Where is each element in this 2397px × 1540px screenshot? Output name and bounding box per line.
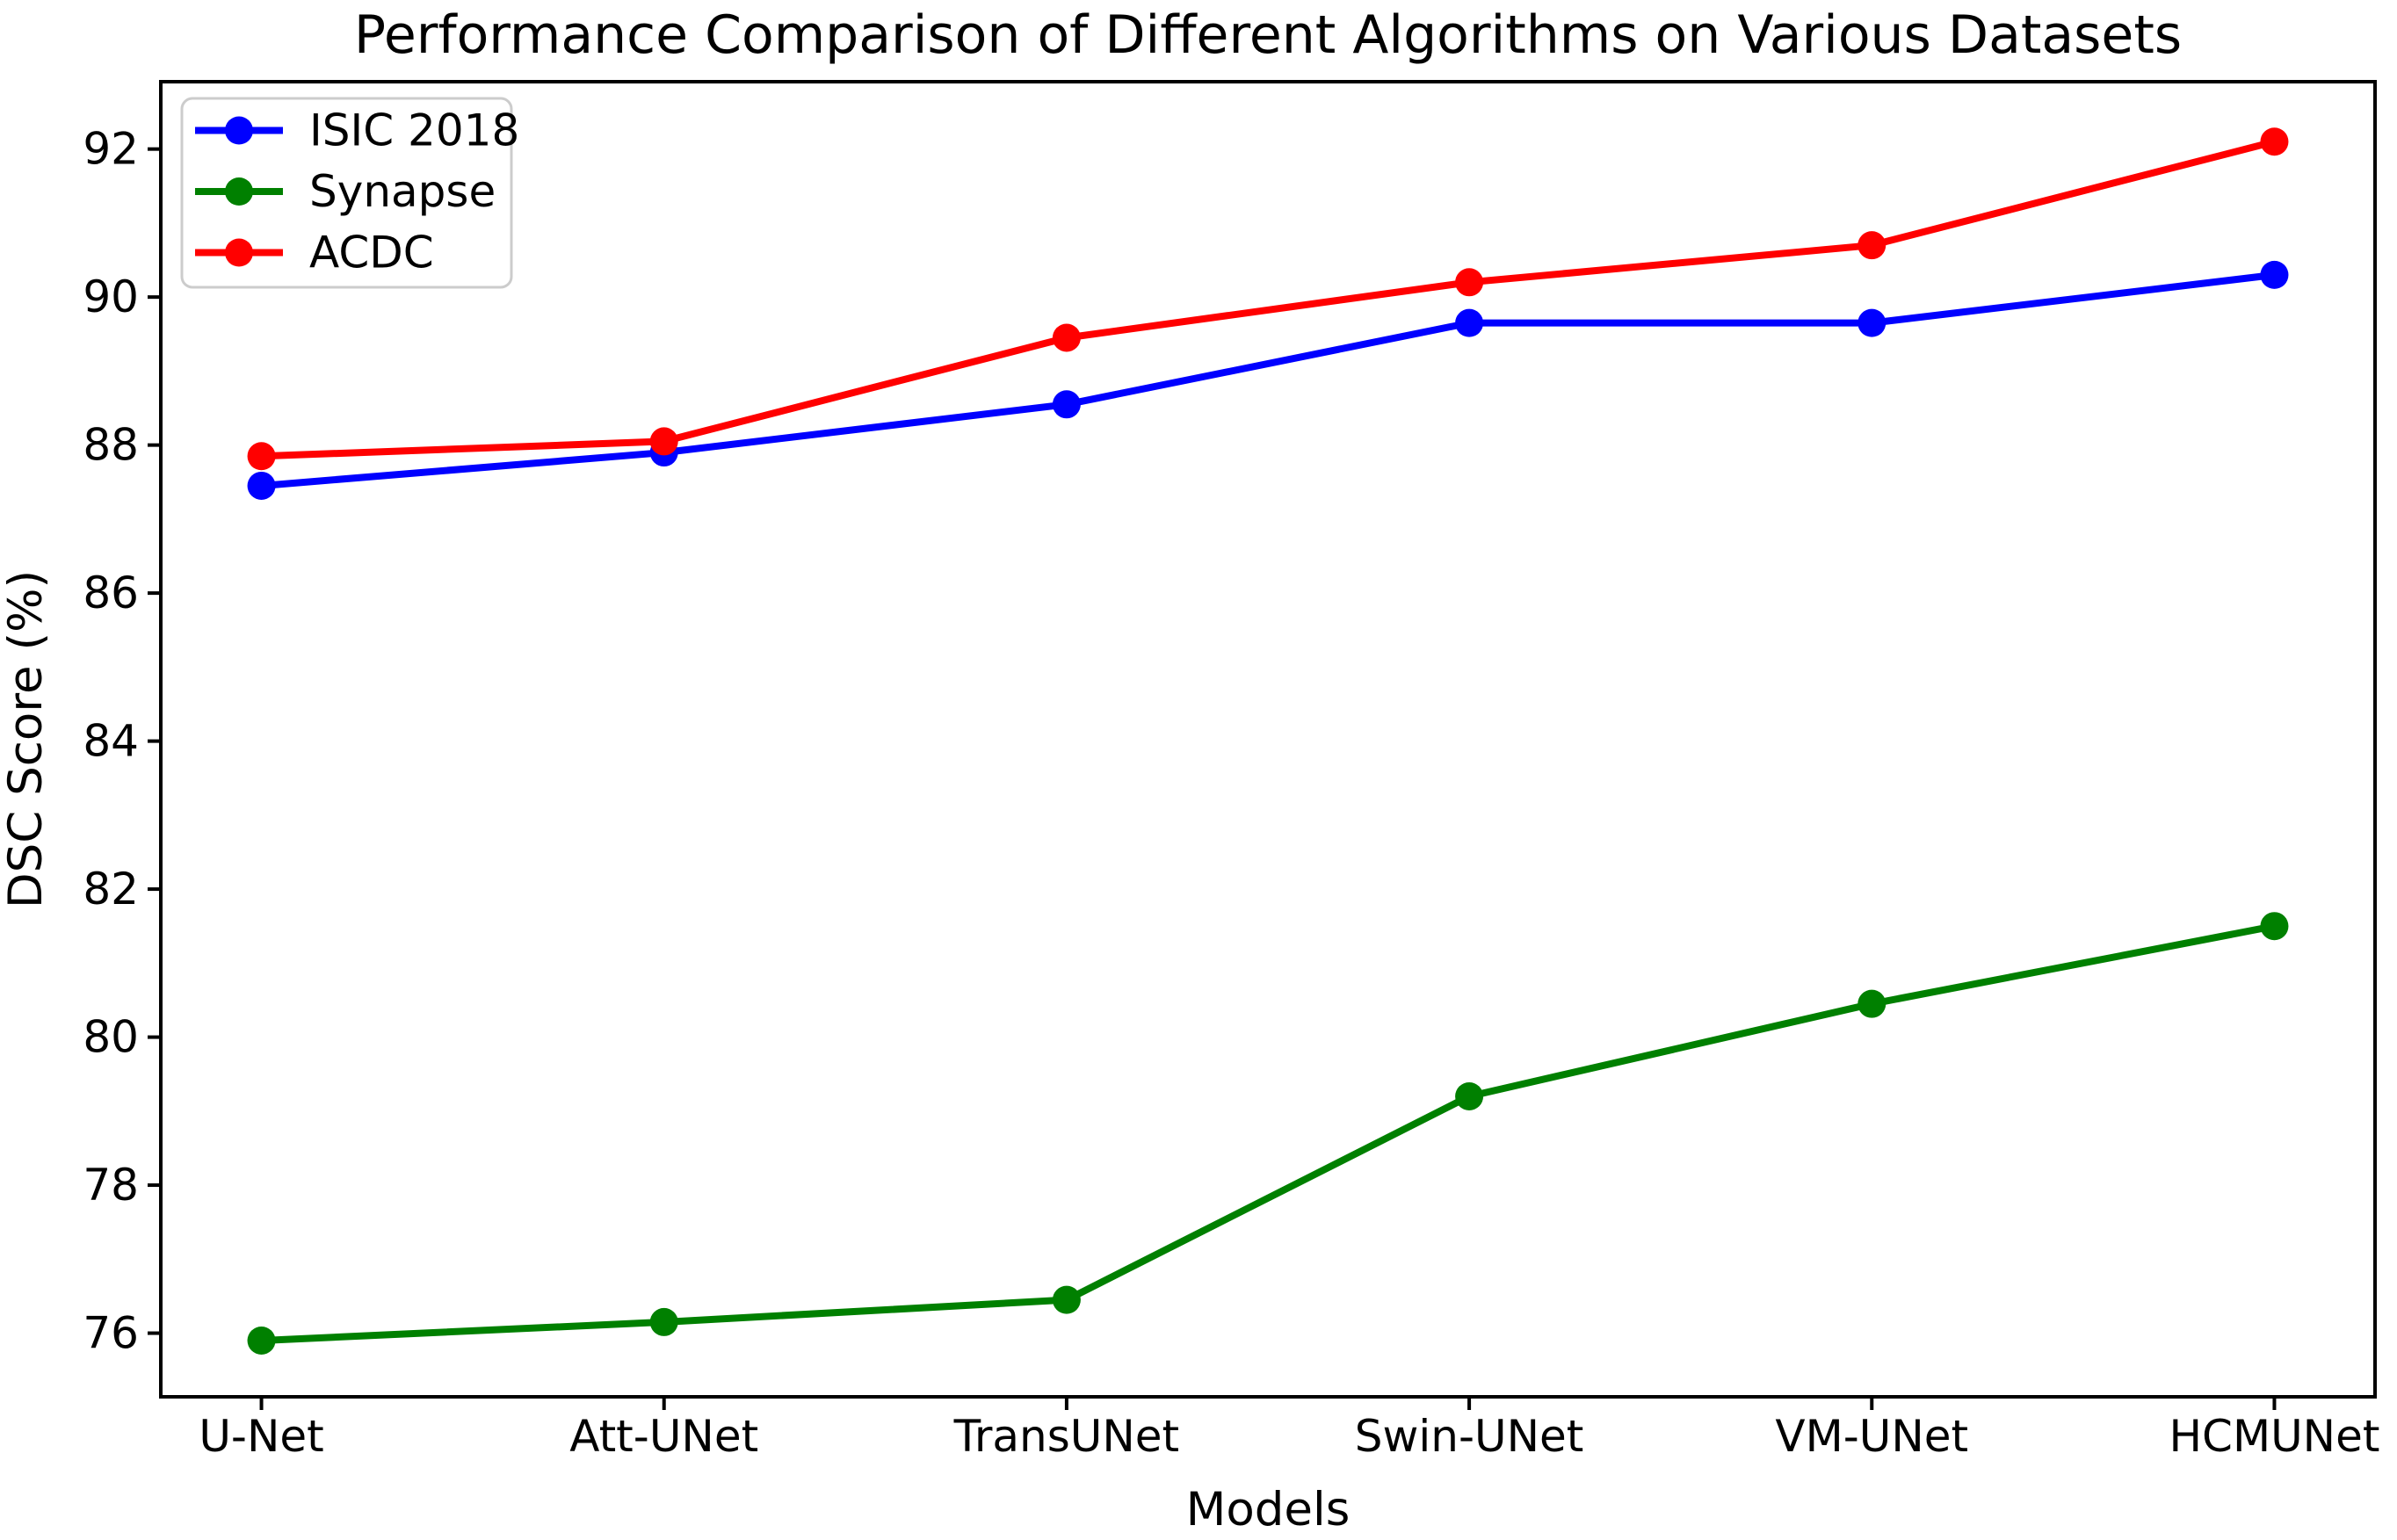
- data-point-synapse-transunet: [1052, 1285, 1081, 1314]
- y-tick-label: 84: [83, 716, 139, 767]
- y-tick-label: 92: [83, 124, 139, 175]
- data-point-acdc-att-unet: [649, 427, 678, 456]
- data-point-isic-2018-hcmunet: [2260, 260, 2289, 289]
- series-line-isic-2018: [257, 271, 2278, 489]
- legend-box: [180, 97, 513, 289]
- y-tick-label: 90: [83, 271, 139, 322]
- data-point-synapse-swin-unet: [1455, 1081, 1484, 1110]
- y-tick-label: 82: [83, 864, 139, 915]
- legend-marker: [225, 177, 253, 206]
- data-point-isic-2018-u-net: [247, 471, 276, 500]
- legend-label: ISIC 2018: [309, 105, 519, 156]
- x-tick-label: Att-UNet: [569, 1411, 758, 1462]
- data-point-synapse-vm-unet: [1857, 989, 1886, 1018]
- data-point-isic-2018-vm-unet: [1857, 308, 1886, 337]
- x-tick-label: TransUNet: [953, 1411, 1180, 1462]
- data-point-synapse-u-net: [247, 1326, 276, 1355]
- series-line-acdc: [257, 138, 2278, 460]
- data-point-synapse-att-unet: [649, 1307, 678, 1336]
- data-point-acdc-vm-unet: [1857, 231, 1886, 260]
- legend-entry-acdc: ACDC: [195, 228, 434, 278]
- x-tick-label: HCMUNet: [2169, 1411, 2379, 1462]
- y-tick-label: 88: [83, 420, 139, 471]
- legend-label: ACDC: [309, 228, 434, 278]
- x-tick-label: U-Net: [199, 1411, 323, 1462]
- y-axis-label: DSC Score (%): [0, 570, 53, 908]
- series-synapse: [247, 912, 2289, 1355]
- series-line-synapse: [257, 922, 2278, 1344]
- y-tick-label: 76: [83, 1308, 139, 1359]
- data-point-isic-2018-transunet: [1052, 390, 1081, 419]
- data-point-synapse-hcmunet: [2260, 912, 2289, 941]
- x-tick-label: VM-UNet: [1775, 1411, 1968, 1462]
- x-axis-label: Models: [1186, 1483, 1351, 1536]
- data-point-acdc-transunet: [1052, 323, 1081, 352]
- y-tick-label: 86: [83, 568, 139, 618]
- data-point-acdc-swin-unet: [1455, 268, 1484, 297]
- data-point-isic-2018-swin-unet: [1455, 308, 1484, 337]
- series-acdc: [247, 127, 2289, 471]
- chart-title: Performance Comparison of Different Algo…: [354, 4, 2182, 66]
- legend-marker: [225, 238, 253, 267]
- y-tick-label: 80: [83, 1012, 139, 1063]
- legend-marker: [225, 116, 253, 145]
- legend-label: Synapse: [309, 166, 496, 217]
- legend-entry-isic-2018: ISIC 2018: [195, 105, 519, 156]
- legend: ISIC 2018 Synapse ACDC: [180, 97, 519, 289]
- legend-entry-synapse: Synapse: [195, 166, 496, 217]
- axes-border: [159, 80, 2377, 1399]
- series-isic-2018: [247, 260, 2289, 500]
- data-point-acdc-u-net: [247, 442, 276, 471]
- data-point-acdc-hcmunet: [2260, 127, 2289, 156]
- y-tick-label: 78: [83, 1160, 139, 1211]
- x-tick-label: Swin-UNet: [1355, 1411, 1584, 1462]
